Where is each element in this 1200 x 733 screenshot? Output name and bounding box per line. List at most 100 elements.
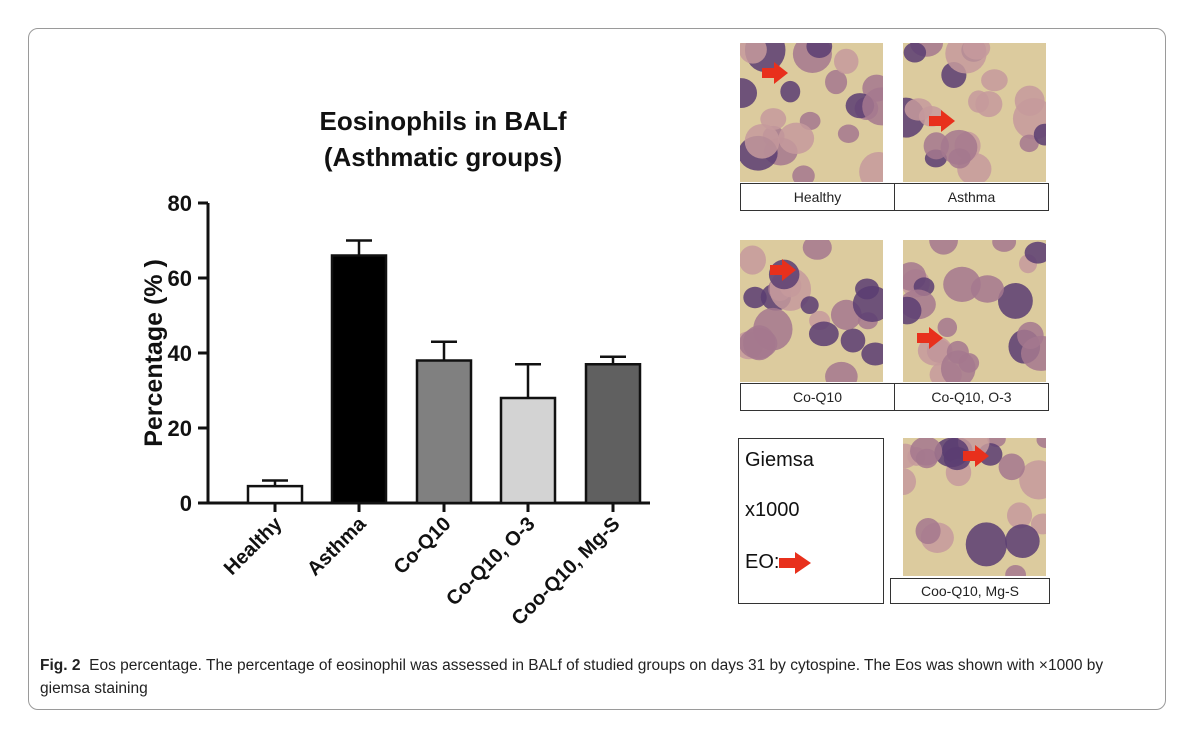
cell-blob — [915, 517, 941, 545]
panel-label-asthma: Asthma — [894, 184, 1048, 210]
cell-blob — [837, 124, 860, 143]
bar-2 — [415, 359, 473, 505]
micrograph-texture — [740, 240, 883, 382]
cell-blob — [740, 43, 767, 64]
cell-blob — [923, 132, 949, 160]
bar-chart: Eosinophils in BALf (Asthmatic groups) 0 20… — [140, 106, 650, 630]
y-axis-label: Percentage (% ) — [140, 259, 168, 447]
y-tick-label-80: 80 — [168, 191, 192, 216]
eosinophil-arrow-icon — [917, 327, 943, 349]
cell-blob — [965, 522, 1007, 567]
cell-blob — [792, 165, 815, 182]
panel-label-healthy: Healthy — [793, 189, 842, 205]
x-tick-label-0: Healthy — [220, 512, 287, 579]
cell-blob — [937, 317, 958, 338]
x-tick-label-2: Co-Q10 — [390, 513, 456, 579]
y-tick-label-0: 0 — [180, 491, 192, 516]
cell-blob — [1005, 524, 1040, 558]
caption-text: Eos percentage. The percentage of eosino… — [40, 657, 1104, 697]
cell-blob — [740, 245, 766, 275]
panel-label-coq10-o3: Co-Q10, O-3 — [894, 384, 1048, 410]
cell-blob — [743, 325, 776, 361]
cell-blob — [917, 335, 953, 366]
cell-blob — [981, 69, 1008, 92]
eosinophil-arrow-icon — [963, 445, 989, 467]
micrograph-healthy — [740, 43, 883, 182]
cell-blob — [1036, 438, 1046, 449]
legend-stain: Giemsa — [745, 449, 814, 471]
panel-label-coq10: Co-Q10 — [792, 389, 843, 405]
panel-label-row3: Coo-Q10, Mg-S — [890, 578, 1050, 604]
panel-label-row2: Co-Q10 Co-Q10, O-3 — [740, 383, 1049, 411]
cell-blob — [903, 43, 927, 63]
cell-blob — [998, 453, 1025, 481]
micrograph-texture — [903, 43, 1046, 182]
cell-blob — [1030, 513, 1046, 535]
cell-blob — [962, 43, 991, 60]
cell-blob — [903, 468, 917, 495]
cell-blob — [929, 240, 958, 255]
figure-caption: Fig. 2 Eos percentage. The percentage of… — [40, 654, 1150, 700]
cell-blob — [1005, 565, 1026, 576]
legend-eo: EO: — [745, 551, 813, 574]
y-tick-label-20: 20 — [168, 416, 192, 441]
cell-blob — [825, 69, 848, 95]
micrograph-coq10-o3 — [903, 240, 1046, 382]
legend-eo-label: EO: — [745, 551, 780, 573]
panel-label-cooq10-mgs: Coo-Q10, Mg-S — [920, 583, 1020, 599]
eo-arrow-icon — [779, 551, 812, 574]
cell-blob — [778, 122, 815, 155]
cell-blob — [1019, 134, 1039, 153]
cell-blob — [855, 278, 880, 300]
cell-blob — [946, 340, 969, 364]
chart-title-line-2: (Asthmatic groups) — [324, 142, 562, 172]
cell-blob — [806, 43, 833, 59]
cell-blob — [992, 240, 1017, 252]
micrograph-texture — [740, 43, 883, 182]
cell-blob — [859, 152, 883, 182]
cell-blob — [934, 438, 969, 468]
cell-blob — [910, 438, 943, 466]
caption-fig-label: Fig. 2 — [40, 657, 81, 674]
cell-blob — [834, 48, 859, 74]
stain-legend: Giemsa x1000 EO: — [738, 438, 884, 604]
cell-blob — [1006, 502, 1033, 529]
cell-blob — [825, 361, 858, 382]
cell-blob — [970, 275, 1004, 303]
bar-1 — [330, 254, 388, 505]
cell-blob — [760, 108, 787, 131]
cell-blob — [744, 123, 780, 159]
micrograph-texture — [903, 438, 1046, 576]
cell-blob — [861, 342, 883, 366]
cell-blob — [840, 328, 866, 353]
x-tick-label-1: Asthma — [303, 512, 371, 580]
eosinophil-arrow-icon — [762, 62, 788, 84]
bar-4 — [584, 363, 642, 505]
micrograph-texture — [903, 240, 1046, 382]
cell-blob — [740, 78, 758, 108]
panel-label-row1: Healthy Asthma — [740, 183, 1049, 211]
micrograph-cooq10-mgs — [903, 438, 1046, 576]
cell-blob — [780, 80, 801, 103]
cell-blob — [1020, 335, 1046, 371]
cell-blob — [1024, 241, 1046, 264]
eosinophil-arrow-icon — [770, 259, 796, 281]
cell-blob — [943, 266, 981, 302]
cell-blob — [968, 90, 989, 113]
micrograph-coq10 — [740, 240, 883, 382]
cell-blob — [903, 296, 922, 325]
eosinophil-arrow-icon — [929, 110, 955, 132]
cell-blob — [1019, 460, 1046, 500]
cell-blob — [998, 282, 1033, 319]
cell-blob — [862, 87, 883, 126]
y-tick-label-40: 40 — [168, 341, 192, 366]
y-tick-label-60: 60 — [168, 266, 192, 291]
micrograph-asthma — [903, 43, 1046, 182]
bar-3 — [499, 396, 557, 505]
cell-blob — [800, 296, 819, 315]
cell-blob — [802, 240, 832, 260]
cell-blob — [1033, 123, 1046, 146]
chart-title-line-1: Eosinophils in BALf — [320, 106, 567, 136]
bar-0 — [246, 484, 304, 505]
legend-magnification: x1000 — [745, 499, 800, 521]
